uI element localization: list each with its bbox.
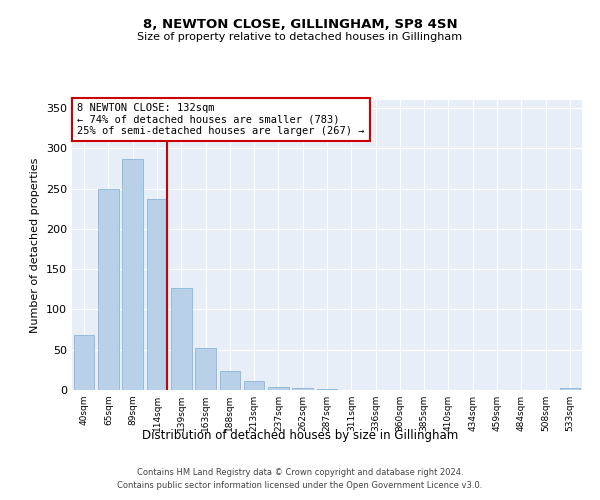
Text: Size of property relative to detached houses in Gillingham: Size of property relative to detached ho…	[137, 32, 463, 42]
Bar	[98, 188, 119, 390]
Bar	[74, 335, 94, 390]
Bar	[122, 159, 143, 390]
Text: Contains public sector information licensed under the Open Government Licence v3: Contains public sector information licen…	[118, 480, 482, 490]
Text: Distribution of detached houses by size in Gillingham: Distribution of detached houses by size …	[142, 428, 458, 442]
Bar	[171, 288, 191, 390]
Bar	[244, 381, 265, 390]
Bar	[292, 388, 313, 390]
Y-axis label: Number of detached properties: Number of detached properties	[31, 158, 40, 332]
Bar	[146, 199, 167, 390]
Text: 8, NEWTON CLOSE, GILLINGHAM, SP8 4SN: 8, NEWTON CLOSE, GILLINGHAM, SP8 4SN	[143, 18, 457, 30]
Bar	[317, 389, 337, 390]
Bar	[560, 388, 580, 390]
Bar	[268, 387, 289, 390]
Bar	[220, 372, 240, 390]
Bar	[195, 348, 216, 390]
Text: Contains HM Land Registry data © Crown copyright and database right 2024.: Contains HM Land Registry data © Crown c…	[137, 468, 463, 477]
Text: 8 NEWTON CLOSE: 132sqm
← 74% of detached houses are smaller (783)
25% of semi-de: 8 NEWTON CLOSE: 132sqm ← 74% of detached…	[77, 103, 365, 136]
